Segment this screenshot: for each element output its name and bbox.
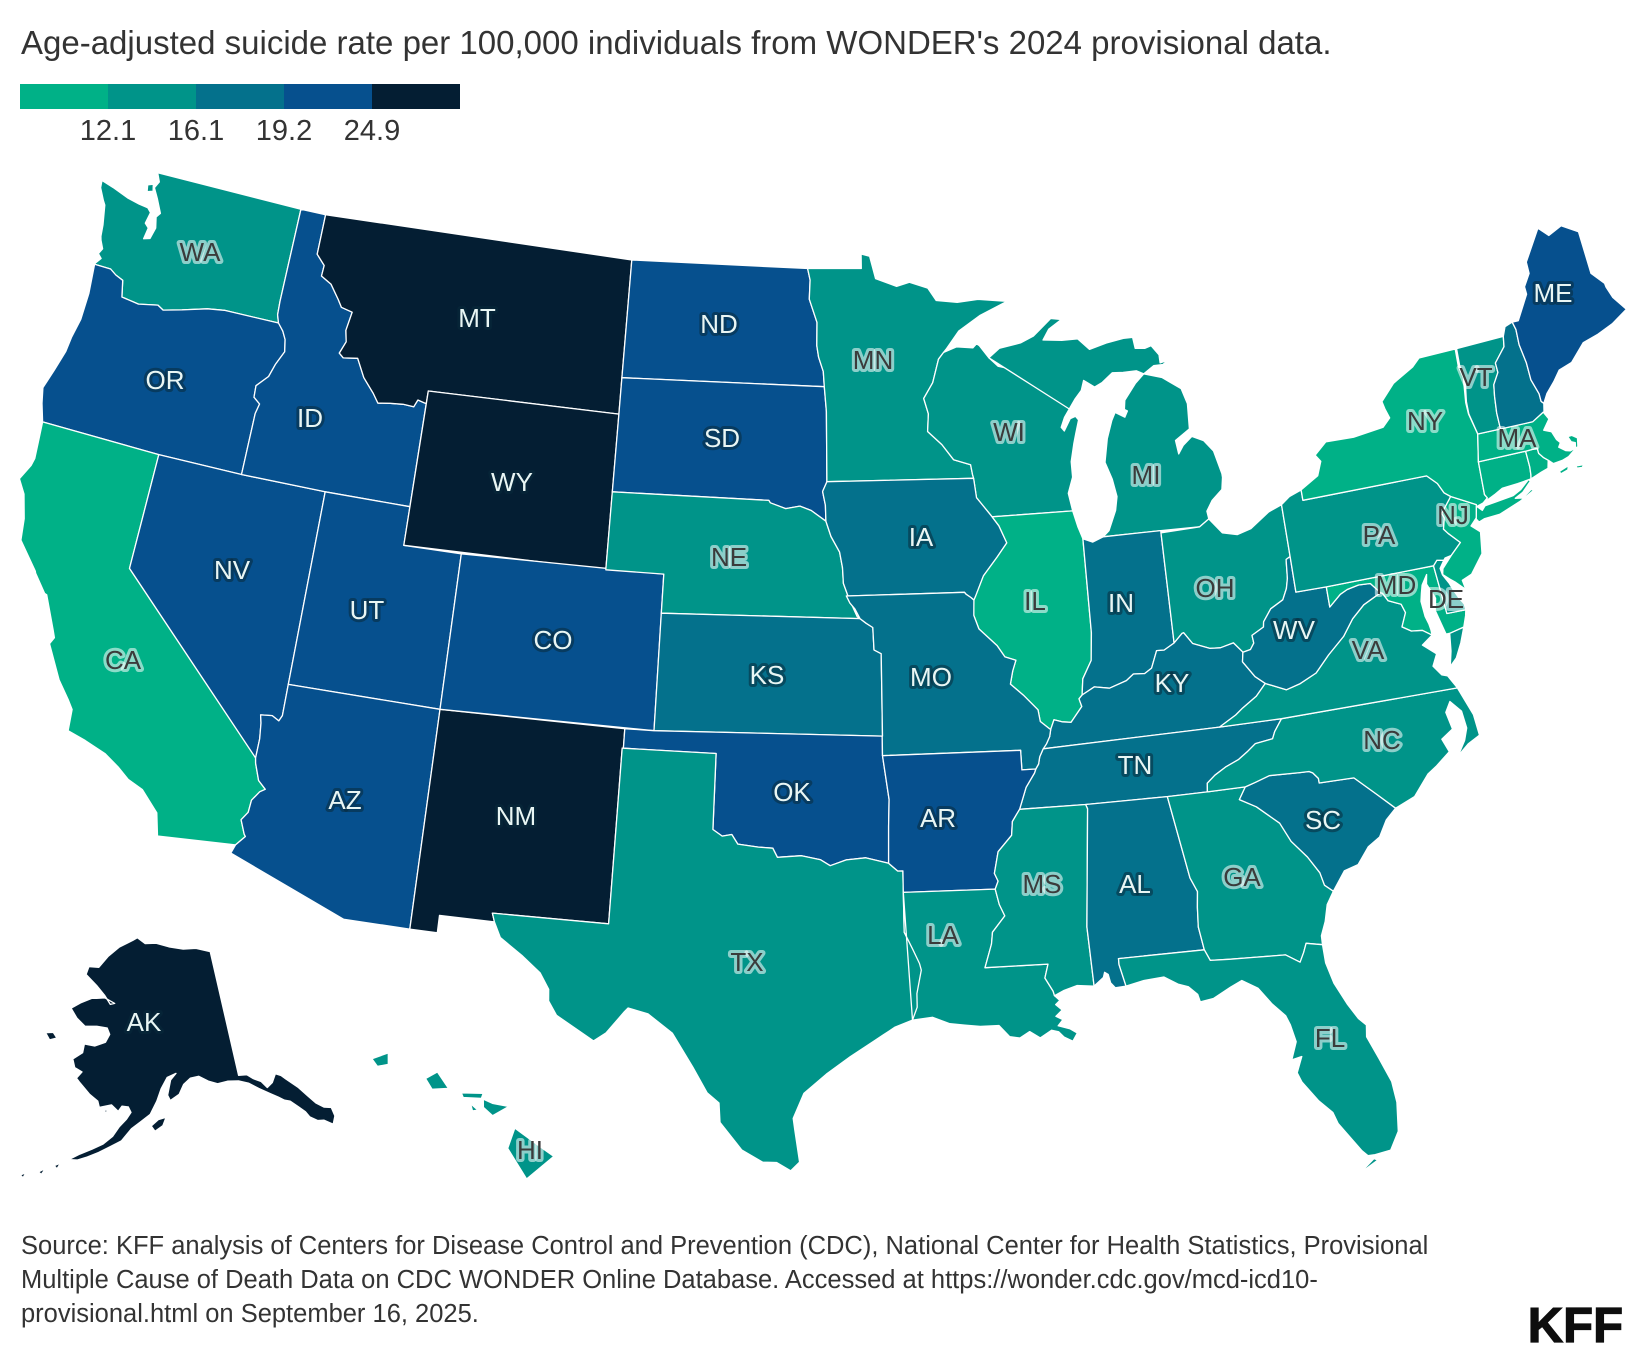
svg-text:UT: UT — [350, 595, 385, 625]
svg-text:ME: ME — [1534, 278, 1573, 308]
svg-text:CA: CA — [105, 645, 142, 675]
svg-text:OR: OR — [146, 365, 185, 395]
svg-text:OK: OK — [773, 777, 811, 807]
svg-text:FL: FL — [1315, 1023, 1345, 1053]
svg-text:NV: NV — [214, 555, 251, 585]
svg-text:WV: WV — [1273, 615, 1316, 645]
svg-text:SC: SC — [1305, 805, 1341, 835]
svg-text:OH: OH — [1196, 573, 1235, 603]
svg-text:ND: ND — [700, 309, 738, 339]
svg-text:WA: WA — [180, 237, 222, 267]
svg-text:MS: MS — [1023, 869, 1062, 899]
svg-text:AL: AL — [1119, 869, 1151, 899]
svg-text:IL: IL — [1024, 586, 1046, 616]
svg-text:SD: SD — [704, 423, 740, 453]
svg-text:TX: TX — [730, 947, 763, 977]
svg-text:VA: VA — [1352, 635, 1385, 665]
svg-text:TN: TN — [1118, 750, 1153, 780]
svg-text:PA: PA — [1363, 520, 1396, 550]
svg-text:DE: DE — [1428, 584, 1464, 614]
svg-text:NY: NY — [1407, 406, 1443, 436]
svg-text:NC: NC — [1363, 725, 1401, 755]
svg-text:IA: IA — [909, 522, 934, 552]
svg-text:LA: LA — [927, 920, 959, 950]
svg-text:MO: MO — [910, 662, 952, 692]
svg-text:MA: MA — [1498, 423, 1538, 453]
svg-text:WI: WI — [993, 417, 1025, 447]
svg-text:NE: NE — [711, 542, 747, 572]
svg-text:NJ: NJ — [1437, 500, 1469, 530]
svg-text:NM: NM — [496, 801, 536, 831]
svg-text:GA: GA — [1223, 862, 1261, 892]
svg-text:MD: MD — [1376, 570, 1416, 600]
svg-text:IN: IN — [1108, 588, 1134, 618]
svg-text:ID: ID — [297, 403, 323, 433]
svg-text:AZ: AZ — [328, 785, 361, 815]
svg-text:MT: MT — [458, 303, 496, 333]
svg-text:KS: KS — [750, 660, 785, 690]
svg-text:WY: WY — [491, 467, 533, 497]
svg-text:KY: KY — [1155, 668, 1190, 698]
svg-text:AK: AK — [127, 1007, 162, 1037]
svg-text:VT: VT — [1459, 362, 1492, 392]
svg-text:CO: CO — [534, 625, 573, 655]
svg-text:HI: HI — [517, 1135, 543, 1165]
svg-text:MI: MI — [1132, 460, 1161, 490]
svg-text:AR: AR — [920, 803, 956, 833]
svg-text:MN: MN — [853, 345, 893, 375]
